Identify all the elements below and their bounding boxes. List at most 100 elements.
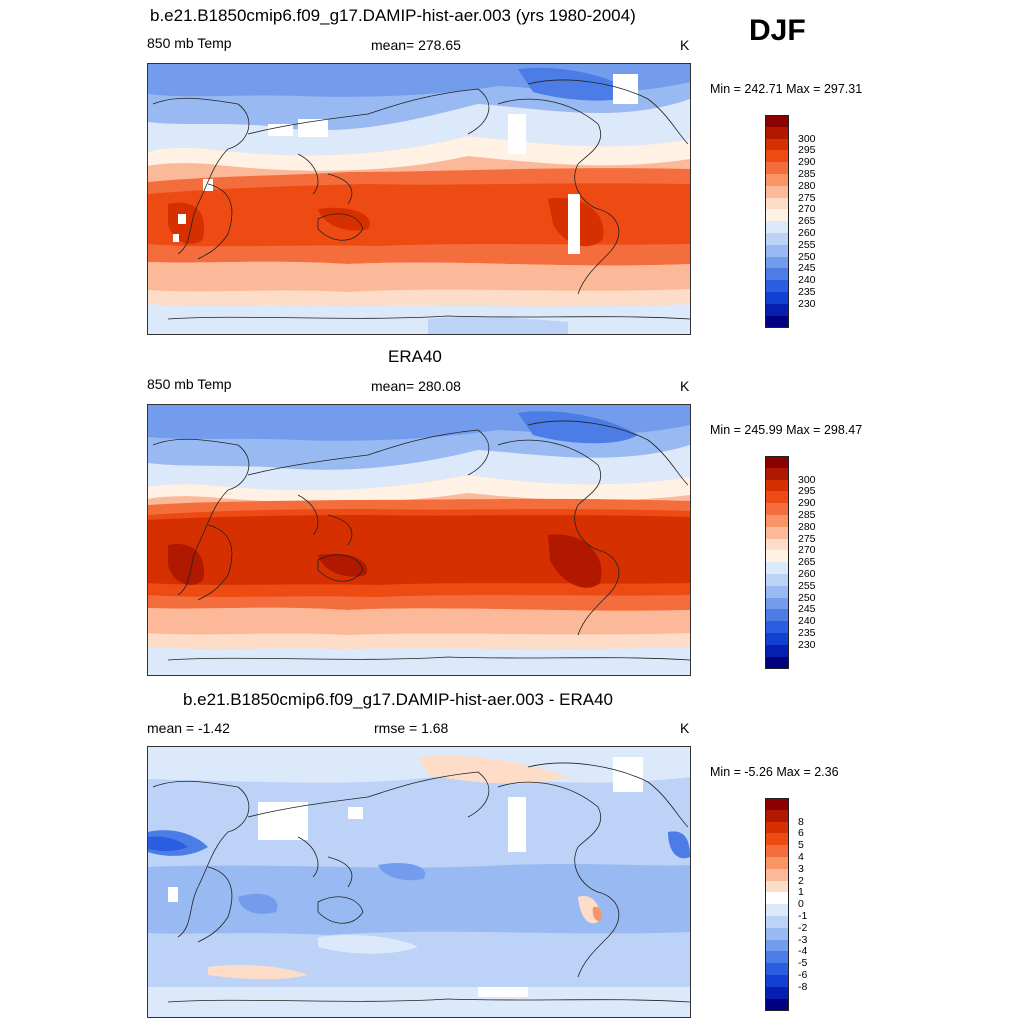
panel2-map-svg [148, 405, 690, 675]
colorbar-label: 260 [798, 568, 816, 580]
colorbar-swatch [765, 491, 789, 504]
colorbar-swatch [765, 303, 789, 317]
colorbar-label: -5 [798, 957, 808, 970]
colorbar-swatch [765, 538, 789, 551]
colorbar-swatch [765, 845, 789, 858]
colorbar-swatch [765, 821, 789, 834]
colorbar-label: 270 [798, 544, 816, 557]
colorbar-label: 285 [798, 168, 816, 180]
colorbar-swatch [765, 975, 789, 988]
colorbar-label: 0 [798, 898, 804, 911]
panel1-mean-label: mean= 278.65 [371, 37, 461, 53]
colorbar-swatch [765, 515, 789, 528]
colorbar-label: 260 [798, 227, 816, 239]
colorbar-label: -3 [798, 933, 808, 946]
colorbar-swatch [765, 268, 789, 281]
colorbar-swatch [765, 150, 789, 163]
colorbar-label: 1 [798, 886, 804, 899]
colorbar-swatch [765, 115, 789, 128]
panel3-units-label: K [680, 720, 690, 736]
colorbar-label: 255 [798, 579, 816, 592]
colorbar-swatch [765, 916, 789, 929]
colorbar-label: 275 [798, 532, 816, 545]
colorbar-label: 235 [798, 286, 816, 298]
colorbar-label: 230 [798, 297, 816, 310]
colorbar-swatch [765, 986, 789, 1000]
colorbar-label: -1 [798, 910, 808, 922]
colorbar-swatch [765, 162, 789, 175]
colorbar-label: 240 [798, 274, 816, 287]
colorbar-swatch [765, 467, 789, 481]
colorbar-label: 2 [798, 874, 804, 887]
colorbar-label: 300 [798, 132, 816, 145]
panel2-units-label: K [680, 378, 690, 394]
colorbar-label: 5 [798, 839, 804, 852]
colorbar-label: 265 [798, 556, 816, 569]
panel3-title: b.e21.B1850cmip6.f09_g17.DAMIP-hist-aer.… [183, 690, 613, 709]
colorbar-label: 295 [798, 144, 816, 157]
colorbar-swatch [765, 939, 789, 952]
colorbar-swatch [765, 138, 789, 151]
panel2-variable-label: 850 mb Temp [147, 376, 232, 392]
colorbar-label: 255 [798, 238, 816, 251]
colorbar-swatch [765, 221, 789, 234]
colorbar-swatch [765, 892, 789, 905]
colorbar-swatch [765, 244, 789, 258]
colorbar-swatch [765, 479, 789, 492]
panel3-map-svg [148, 747, 690, 1017]
colorbar-swatch [765, 126, 789, 140]
colorbar-swatch [765, 174, 789, 187]
colorbar-swatch [765, 809, 789, 823]
colorbar-swatch [765, 880, 789, 893]
colorbar-label: 280 [798, 520, 816, 533]
colorbar-swatch [765, 585, 789, 599]
colorbar-label: 290 [798, 497, 816, 510]
colorbar-label: 8 [798, 815, 804, 828]
colorbar-swatch [765, 280, 789, 293]
colorbar-label: -4 [798, 945, 808, 958]
colorbar-swatch [765, 233, 789, 246]
colorbar-label: -8 [798, 980, 808, 993]
panel2-minmax: Min = 245.99 Max = 298.47 [710, 423, 863, 437]
colorbar-swatch [765, 315, 789, 328]
colorbar-swatch [765, 526, 789, 540]
panel3-mean-label: mean = -1.42 [147, 720, 230, 736]
colorbar-label: 270 [798, 203, 816, 216]
colorbar-label: 280 [798, 179, 816, 192]
colorbar-swatch [765, 597, 789, 610]
panel1-title: b.e21.B1850cmip6.f09_g17.DAMIP-hist-aer.… [150, 6, 636, 25]
colorbar-swatch [765, 621, 789, 634]
colorbar-swatch [765, 868, 789, 882]
colorbar-swatch [765, 904, 789, 917]
colorbar-label: 230 [798, 638, 816, 651]
season-label: DJF [749, 14, 806, 47]
colorbar-label: 250 [798, 591, 816, 604]
panel2-mean-label: mean= 280.08 [371, 378, 461, 394]
colorbar-swatch [765, 503, 789, 516]
colorbar-label: 235 [798, 627, 816, 639]
colorbar-swatch [765, 963, 789, 976]
colorbar-swatch [765, 550, 789, 563]
colorbar-label: 6 [798, 827, 804, 840]
colorbar-swatch [765, 197, 789, 210]
colorbar-swatch [765, 574, 789, 587]
panel1-units-label: K [680, 37, 690, 53]
colorbar-swatch [765, 562, 789, 575]
panel1-minmax: Min = 242.71 Max = 297.31 [710, 82, 863, 96]
colorbar-label: 240 [798, 615, 816, 628]
colorbar-label: 285 [798, 509, 816, 521]
colorbar-swatch [765, 609, 789, 622]
panel3-minmax: Min = -5.26 Max = 2.36 [710, 765, 839, 779]
colorbar-swatch [765, 998, 789, 1011]
colorbar-label: 3 [798, 862, 804, 875]
colorbar-swatch [765, 927, 789, 941]
panel3-map [147, 746, 691, 1018]
colorbar-swatch [765, 798, 789, 811]
colorbar-label: 275 [798, 191, 816, 204]
colorbar-swatch [765, 857, 789, 870]
colorbar-swatch [765, 633, 789, 646]
panel3-rmse-label: rmse = 1.68 [374, 720, 449, 736]
colorbar-swatch [765, 951, 789, 964]
colorbar-swatch [765, 644, 789, 658]
colorbar-label: 245 [798, 603, 816, 616]
